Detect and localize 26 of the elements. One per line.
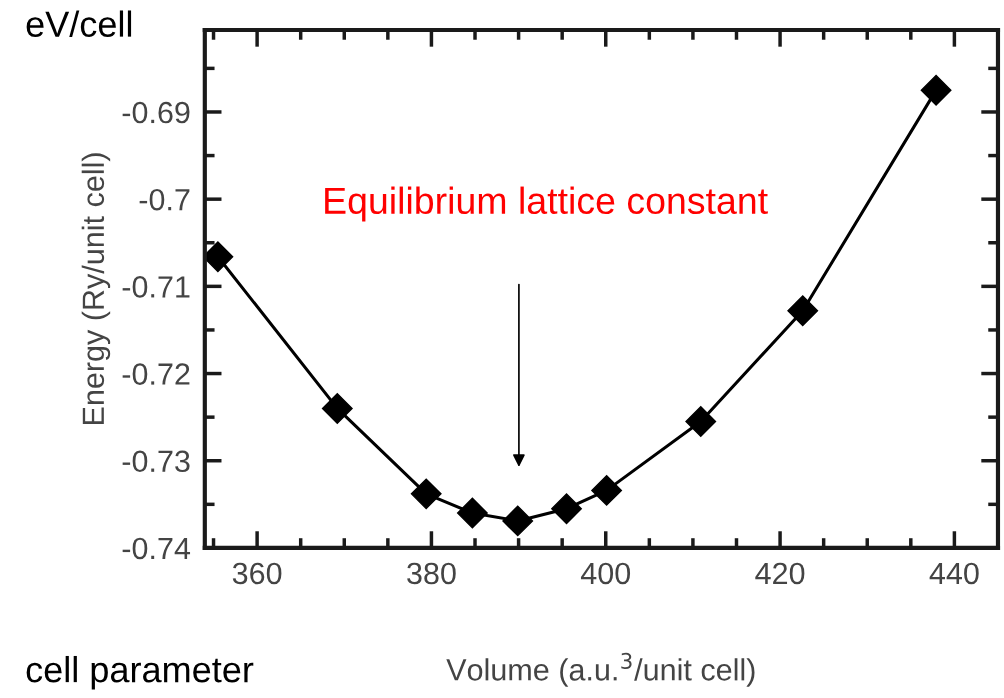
x-tick-label: 360	[232, 562, 282, 585]
y-axis-title: Energy (Ry/unit cell)	[81, 153, 111, 424]
x-tick-label: 420	[755, 562, 805, 585]
annotation: Equilibrium lattice constant	[325, 186, 768, 222]
point	[410, 478, 442, 510]
point	[787, 295, 819, 327]
point	[920, 74, 952, 106]
x-axis-title: Volume (a.u.$^{3}$/unit cell)	[446, 652, 755, 687]
point	[685, 406, 717, 437]
point	[204, 241, 234, 273]
x-tick-label: 400	[580, 562, 631, 585]
point	[456, 497, 488, 529]
text: eV/cell	[26, 10, 132, 37]
y-tick-label: -0.73	[122, 450, 190, 473]
point	[502, 505, 534, 537]
y-tick-label: -0.71	[122, 276, 190, 298]
y-tick-label: -0.7	[139, 188, 190, 211]
point	[551, 493, 582, 525]
point	[591, 474, 623, 506]
point	[321, 392, 353, 424]
y-tick-label: -0.72	[122, 363, 190, 385]
text: cell parameter	[26, 655, 254, 690]
y-tick-label: -0.74	[122, 537, 191, 560]
x-tick-label: 440	[929, 562, 979, 585]
y-tick-label: -0.69	[122, 101, 190, 124]
x-tick-label: 380	[407, 562, 456, 585]
